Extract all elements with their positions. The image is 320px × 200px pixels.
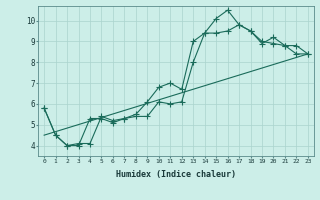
X-axis label: Humidex (Indice chaleur): Humidex (Indice chaleur)	[116, 170, 236, 179]
